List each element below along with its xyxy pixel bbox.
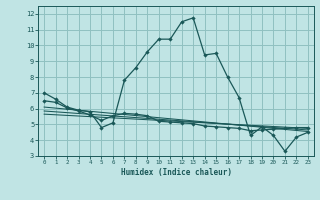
- X-axis label: Humidex (Indice chaleur): Humidex (Indice chaleur): [121, 168, 231, 177]
